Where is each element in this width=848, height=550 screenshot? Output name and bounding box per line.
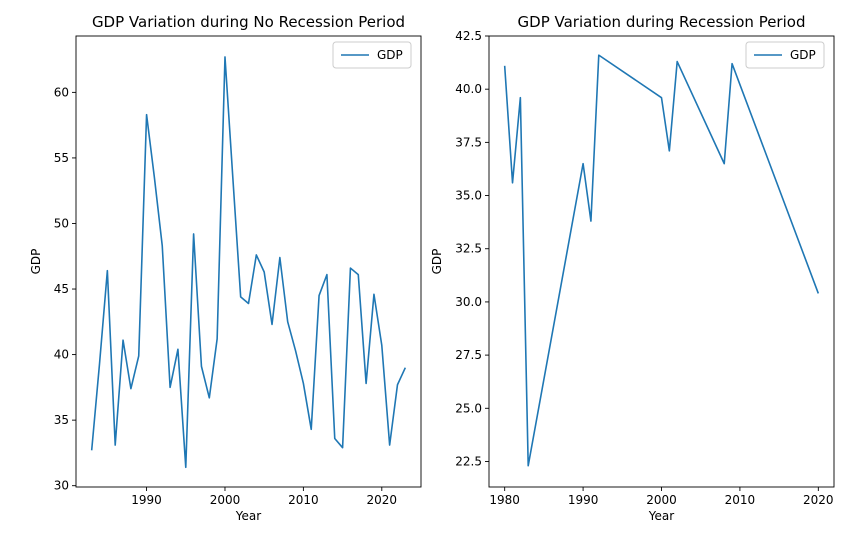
legend-box: [332, 41, 412, 69]
y-tick-label: 40: [54, 348, 69, 362]
y-tick-label: 42.5: [455, 29, 482, 43]
x-axis-label: Year: [648, 509, 674, 523]
plot-frame: [488, 35, 835, 488]
y-tick-label: 55: [54, 151, 69, 165]
plot-frame: [75, 35, 422, 488]
y-tick-label: 35: [54, 413, 69, 427]
x-tick-label: 2010: [725, 493, 756, 507]
y-tick-label: 35.0: [455, 189, 482, 203]
chart-recession: GDP Variation during Recession Period 198…: [430, 13, 835, 523]
legend-box: [745, 41, 825, 69]
x-tick-label: 1990: [568, 493, 599, 507]
y-tick-label: 25.0: [455, 401, 482, 415]
x-tick-label: 2000: [646, 493, 677, 507]
y-axis-label: GDP: [430, 249, 444, 275]
chart-no-recession: GDP Variation during No Recession Period…: [29, 13, 422, 523]
x-tick-label: 2020: [803, 493, 834, 507]
y-axis-label: GDP: [29, 249, 43, 275]
x-tick-label: 1980: [489, 493, 520, 507]
x-tick-label: 2010: [288, 493, 319, 507]
y-tick-label: 30.0: [455, 295, 482, 309]
y-tick-label: 22.5: [455, 454, 482, 468]
y-tick-label: 30: [54, 479, 69, 493]
y-tick-label: 27.5: [455, 348, 482, 362]
y-tick-label: 50: [54, 216, 69, 230]
legend-label: GDP: [790, 48, 816, 62]
y-tick-label: 60: [54, 85, 69, 99]
y-tick-label: 37.5: [455, 135, 482, 149]
series-line-gdp: [90, 56, 407, 469]
y-tick-label: 45: [54, 282, 69, 296]
x-tick-label: 1990: [131, 493, 162, 507]
legend-label: GDP: [377, 48, 403, 62]
series-line-gdp: [503, 54, 820, 467]
chart-title: GDP Variation during Recession Period: [518, 13, 806, 31]
y-tick-label: 32.5: [455, 242, 482, 256]
x-tick-label: 2020: [367, 493, 398, 507]
x-tick-label: 2000: [210, 493, 241, 507]
y-tick-label: 40.0: [455, 82, 482, 96]
x-axis-label: Year: [235, 509, 261, 523]
chart-title: GDP Variation during No Recession Period: [92, 13, 405, 31]
